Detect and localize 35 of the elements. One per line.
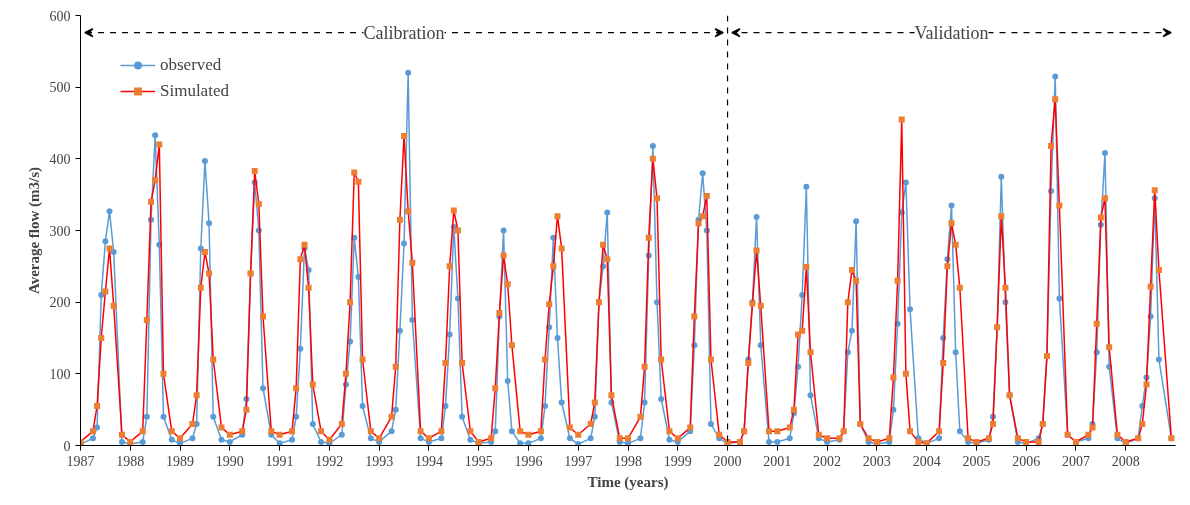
x-tick-label: 2004 [912, 453, 941, 469]
y-tick-label: 0 [63, 438, 71, 454]
x-tick-label: 2000 [713, 453, 742, 469]
x-tick-label: 1990 [215, 453, 244, 469]
y-tick-label: 200 [49, 295, 71, 311]
x-tick-label: 1989 [166, 453, 195, 469]
annotation: Calibration [363, 22, 445, 43]
x-axis-title: Time (years) [587, 473, 669, 491]
x-tick-label: 2002 [813, 453, 842, 469]
x-tick-label: 1995 [464, 453, 493, 469]
annotation: Validation [914, 22, 989, 43]
x-tick-label: 1991 [265, 453, 294, 469]
x-tick-label: 2008 [1111, 453, 1140, 469]
y-tick-label: 600 [49, 8, 71, 24]
y-axis-title: Average flow (m3/s) [25, 166, 43, 295]
x-tick-label: 2001 [763, 453, 792, 469]
y-tick-label: 300 [49, 223, 71, 239]
x-tick-label: 1992 [315, 453, 344, 469]
y-tick-label: 500 [49, 80, 71, 96]
x-tick-label: 2006 [1012, 453, 1041, 469]
legend-label: Simulated [160, 81, 229, 101]
x-tick-label: 1993 [365, 453, 394, 469]
x-tick-label: 2005 [962, 453, 991, 469]
x-tick-label: 1987 [66, 453, 95, 469]
y-tick-label: 100 [49, 366, 71, 382]
x-tick-label: 2003 [862, 453, 891, 469]
x-tick-label: 1996 [514, 453, 543, 469]
y-tick-label: 400 [49, 151, 71, 167]
x-tick-label: 1994 [414, 453, 443, 469]
x-tick-label: 1999 [663, 453, 692, 469]
x-tick-label: 1988 [116, 453, 145, 469]
x-tick-label: 1998 [614, 453, 642, 469]
legend-label: observed [160, 55, 222, 75]
x-tick-label: 2007 [1061, 453, 1090, 469]
x-tick-label: 1997 [564, 453, 593, 469]
